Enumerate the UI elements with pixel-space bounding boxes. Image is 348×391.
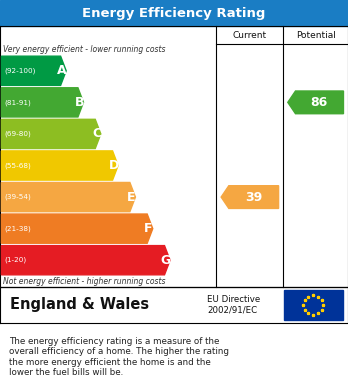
Text: Current: Current [233, 30, 267, 39]
Text: EU Directive
2002/91/EC: EU Directive 2002/91/EC [207, 295, 260, 315]
Polygon shape [1, 183, 135, 212]
Text: Not energy efficient - higher running costs: Not energy efficient - higher running co… [3, 277, 166, 286]
Text: Potential: Potential [296, 30, 335, 39]
Text: (69-80): (69-80) [4, 131, 31, 137]
Text: 39: 39 [245, 190, 262, 204]
Polygon shape [1, 56, 66, 85]
Text: (81-91): (81-91) [4, 99, 31, 106]
Text: E: E [127, 190, 135, 204]
Text: 86: 86 [310, 96, 328, 109]
Text: (39-54): (39-54) [4, 194, 31, 200]
Text: Very energy efficient - lower running costs: Very energy efficient - lower running co… [3, 45, 166, 54]
Polygon shape [221, 186, 279, 208]
Polygon shape [1, 88, 84, 117]
Polygon shape [1, 214, 153, 243]
Text: England & Wales: England & Wales [10, 298, 150, 312]
Text: (55-68): (55-68) [4, 162, 31, 169]
Polygon shape [1, 246, 170, 275]
Text: (21-38): (21-38) [4, 225, 31, 232]
Text: Energy Efficiency Rating: Energy Efficiency Rating [82, 7, 266, 20]
Polygon shape [1, 151, 118, 180]
Text: (92-100): (92-100) [4, 68, 35, 74]
Text: G: G [161, 254, 171, 267]
Text: The energy efficiency rating is a measure of the
overall efficiency of a home. T: The energy efficiency rating is a measur… [9, 337, 229, 377]
Text: F: F [144, 222, 153, 235]
Text: C: C [92, 127, 101, 140]
Bar [0, 0, 348, 26]
Bar [284, 290, 343, 320]
Text: D: D [109, 159, 119, 172]
Polygon shape [1, 119, 101, 149]
Text: B: B [74, 96, 84, 109]
Polygon shape [288, 91, 343, 114]
Text: A: A [57, 64, 67, 77]
Text: (1-20): (1-20) [4, 257, 26, 264]
